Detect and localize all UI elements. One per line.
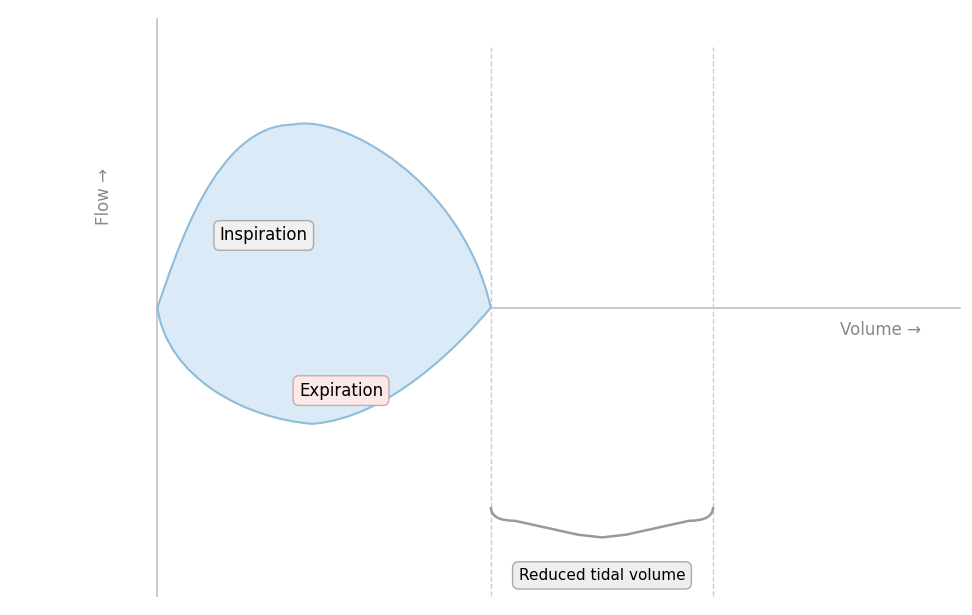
Text: Volume →: Volume → (840, 320, 920, 339)
Text: Reduced tidal volume: Reduced tidal volume (519, 568, 685, 583)
PathPatch shape (157, 124, 491, 424)
Text: Expiration: Expiration (299, 381, 383, 400)
Text: Inspiration: Inspiration (220, 226, 308, 245)
Text: Flow →: Flow → (95, 168, 114, 225)
